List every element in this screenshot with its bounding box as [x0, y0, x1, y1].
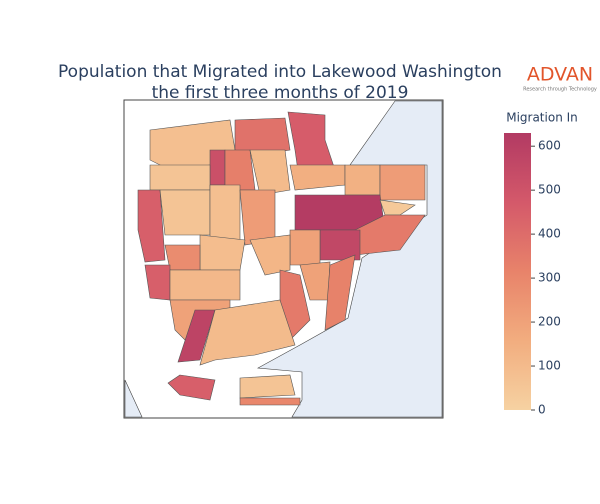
colorbar-tick-label: 500 — [538, 183, 561, 197]
chart-title: the first three months of 2019 — [152, 83, 409, 103]
colorbar-tick-label: 400 — [538, 227, 561, 241]
water — [256, 100, 443, 418]
colorbar-tick-label: 100 — [538, 359, 561, 373]
region — [249, 234, 291, 276]
region — [239, 189, 276, 246]
region — [209, 184, 241, 241]
region — [289, 164, 346, 191]
region — [239, 374, 296, 399]
region — [324, 254, 356, 331]
region — [379, 164, 426, 201]
region — [249, 149, 291, 196]
map-frame — [123, 99, 444, 419]
region — [137, 189, 166, 263]
region — [177, 309, 216, 363]
region — [209, 149, 226, 186]
logo: ADVAN — [527, 64, 593, 86]
water — [124, 379, 143, 418]
colorbar-tick-label: 200 — [538, 315, 561, 329]
region — [354, 214, 426, 256]
region — [159, 189, 211, 236]
colorbar-title: Migration In — [506, 111, 578, 125]
region — [224, 149, 256, 191]
colorbar — [504, 133, 531, 410]
region — [344, 164, 381, 196]
region — [144, 264, 171, 301]
colorbar-tick-label: 0 — [538, 403, 546, 417]
region — [169, 269, 241, 301]
region — [234, 117, 291, 156]
region — [239, 397, 301, 406]
map — [124, 100, 443, 418]
region — [199, 234, 246, 271]
region — [167, 374, 216, 401]
region — [199, 299, 296, 366]
chart-title: Population that Migrated into Lakewood W… — [58, 62, 502, 82]
region — [149, 164, 211, 191]
region — [289, 229, 321, 266]
colorbar-tick-label: 300 — [538, 271, 561, 285]
region — [379, 199, 416, 216]
colorbar-tick-label: 600 — [538, 139, 561, 153]
logo-tagline: Research through Technology — [523, 87, 597, 93]
